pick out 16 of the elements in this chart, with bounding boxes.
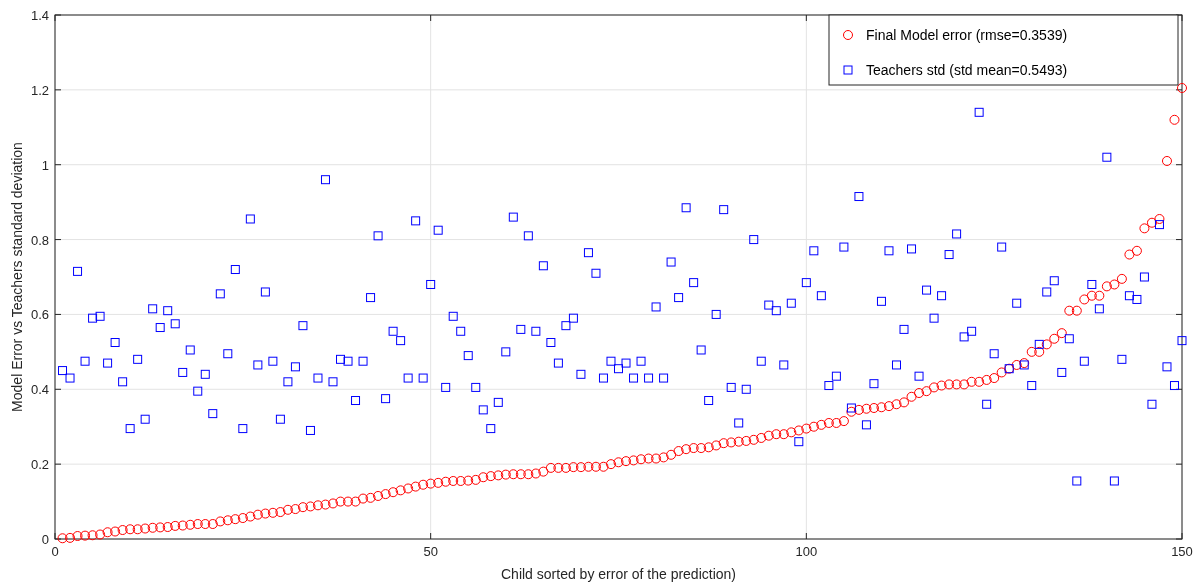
y-tick-label: 1.2 — [30, 82, 49, 98]
y-axis-title: Model Error vs Teachers standard deviation — [9, 142, 25, 412]
y-tick-label: 0.8 — [30, 232, 49, 248]
legend-label: Final Model error (rmse=0.3539) — [866, 27, 1068, 43]
y-tick-label: 1 — [41, 157, 49, 173]
y-tick-label: 0.6 — [30, 307, 49, 323]
x-tick-label: 0 — [51, 544, 59, 559]
x-tick-label: 50 — [423, 544, 438, 559]
y-tick-label: 0 — [41, 532, 49, 547]
y-tick-label: 0.2 — [30, 457, 49, 473]
y-tick-label: 0.4 — [30, 382, 49, 398]
x-axis-title: Child sorted by error of the prediction) — [501, 566, 736, 582]
y-tick-label: 1.4 — [30, 8, 49, 23]
x-tick-label: 150 — [1171, 544, 1193, 559]
x-tick-label: 100 — [795, 544, 818, 559]
legend-label: Teachers std (std mean=0.5493) — [866, 62, 1068, 78]
